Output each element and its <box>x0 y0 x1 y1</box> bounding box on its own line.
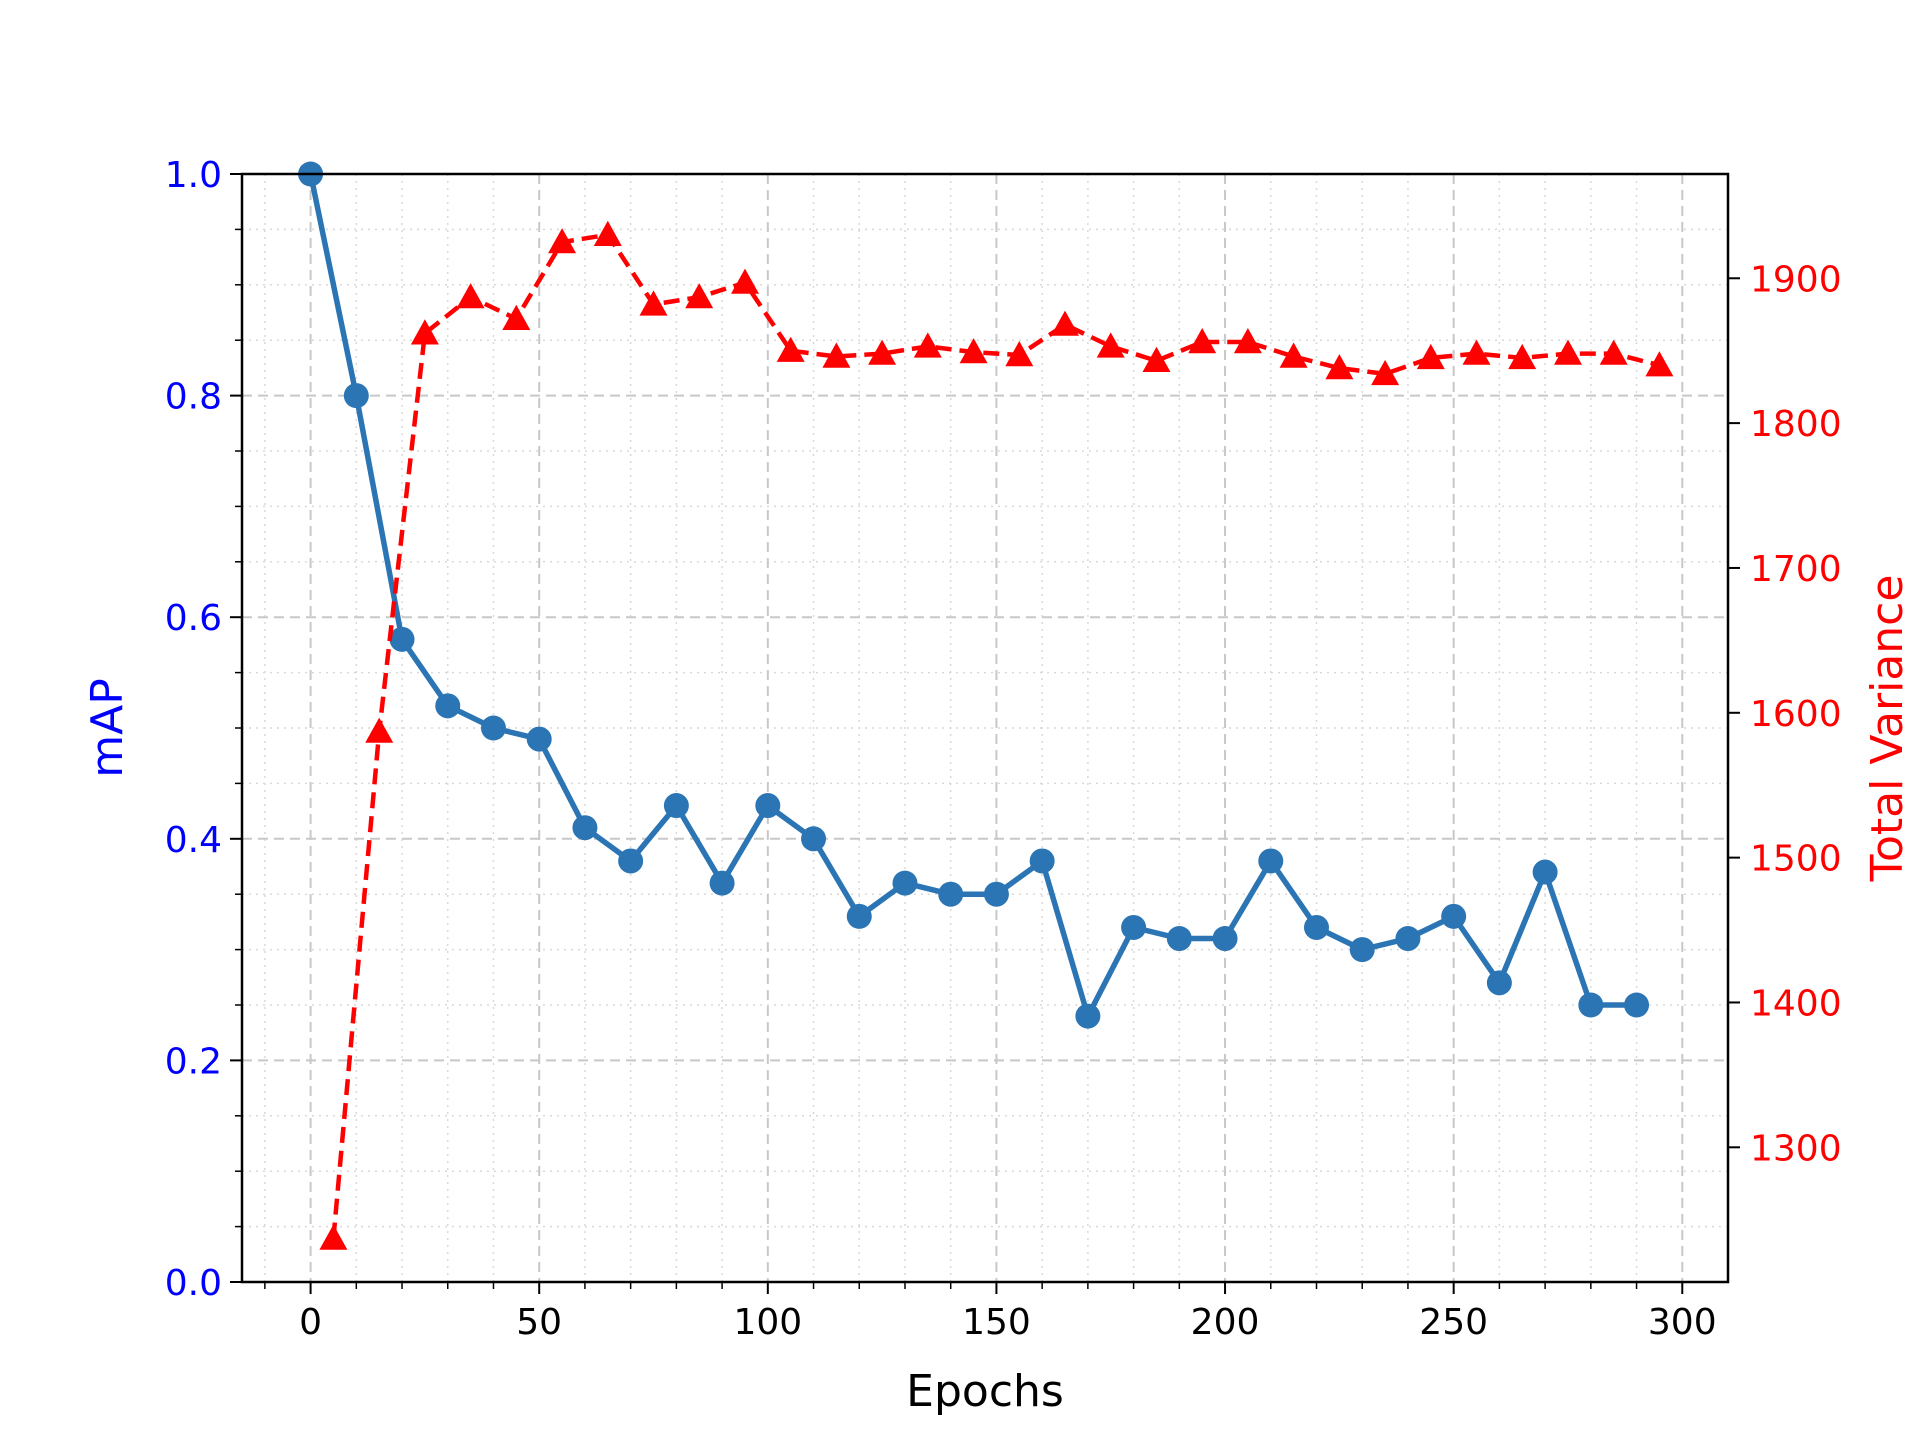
map-point <box>938 881 964 907</box>
variance-point <box>1279 342 1308 368</box>
y-right-tick-label: 1700 <box>1750 549 1842 590</box>
map-point <box>343 383 369 409</box>
y-left-tick-label: 1.0 <box>165 155 222 196</box>
map-point <box>572 815 598 841</box>
y-right-tick-label: 1400 <box>1750 983 1842 1024</box>
x-tick-label: 250 <box>1419 1302 1488 1343</box>
variance-point <box>959 338 988 364</box>
map-point <box>1212 926 1238 952</box>
y-right-tick-label: 1300 <box>1750 1128 1842 1169</box>
y-left-axis-title: mAP <box>82 678 133 778</box>
map-point <box>1029 848 1055 874</box>
map-point <box>526 726 552 752</box>
variance-point <box>868 339 897 365</box>
y-right-tick-label: 1600 <box>1750 694 1842 735</box>
map-point <box>618 848 644 874</box>
map-point <box>1532 859 1558 885</box>
map-point <box>1121 914 1147 940</box>
map-point <box>435 693 461 719</box>
map-point <box>480 715 506 741</box>
x-tick-label: 300 <box>1648 1302 1717 1343</box>
variance-point <box>1005 341 1034 367</box>
x-axis-title: Epochs <box>906 1366 1064 1417</box>
variance-point <box>1188 328 1217 354</box>
map-point <box>1578 992 1604 1018</box>
variance-point <box>410 319 439 345</box>
map-point <box>1624 992 1650 1018</box>
y-right-tick-label: 1500 <box>1750 839 1842 880</box>
variance-point <box>913 332 942 358</box>
variance-point <box>639 290 668 316</box>
variance-point <box>1554 339 1582 365</box>
map-point <box>1303 914 1329 940</box>
series-layer <box>298 161 1674 1250</box>
y-left-tick-label: 0.8 <box>165 377 222 418</box>
x-tick-label: 200 <box>1191 1302 1260 1343</box>
variance-point <box>548 228 577 254</box>
variance-point <box>456 283 485 309</box>
variance-point <box>1371 359 1400 386</box>
x-tick-label: 100 <box>733 1302 802 1343</box>
axes: 0 50 100 150 200 250 300 0.0 0.2 0.4 0.6 0.8 1.0 1300… <box>165 155 1842 1343</box>
variance-point <box>1096 332 1125 358</box>
variance-point <box>1325 354 1354 380</box>
map-point <box>709 870 735 896</box>
x-tick-label: 50 <box>516 1302 562 1343</box>
y-left-tick-label: 0.0 <box>165 1263 222 1304</box>
y-right-axis-title: Total Variance <box>1862 575 1913 883</box>
variance-point <box>319 1224 348 1250</box>
map-point <box>389 626 415 652</box>
variance-point <box>822 342 851 368</box>
map-point <box>801 826 827 852</box>
variance-point <box>1462 339 1491 365</box>
variance-point <box>1645 351 1674 377</box>
variance-point <box>593 220 622 246</box>
variance-point <box>731 268 759 294</box>
map-point <box>1349 937 1375 963</box>
variance-point <box>502 304 531 330</box>
variance-point <box>1051 310 1079 336</box>
map-point <box>1258 848 1284 874</box>
y-left-tick-label: 0.6 <box>165 598 222 639</box>
map-point <box>846 903 872 929</box>
map-point <box>1395 926 1421 952</box>
y-right-tick-label: 1900 <box>1750 259 1842 300</box>
y-right-tick-label: 1800 <box>1750 404 1842 445</box>
variance-point <box>365 717 394 743</box>
map-point <box>892 870 918 896</box>
variance-point <box>776 336 805 362</box>
x-tick-label: 0 <box>299 1302 322 1343</box>
map-point <box>1441 903 1467 929</box>
variance-point <box>1508 343 1537 370</box>
map-point <box>1075 1003 1101 1029</box>
map-point <box>755 793 781 819</box>
variance-series-line <box>331 232 1660 1239</box>
variance-point <box>1142 346 1171 372</box>
x-tick-label: 150 <box>962 1302 1031 1343</box>
map-point <box>1166 926 1192 952</box>
variance-point <box>1599 339 1628 365</box>
map-point <box>663 793 689 819</box>
map-point <box>983 881 1009 907</box>
variance-point <box>1416 343 1445 370</box>
y-left-tick-label: 0.2 <box>165 1041 222 1082</box>
map-point <box>1486 970 1512 996</box>
y-left-tick-label: 0.4 <box>165 820 222 861</box>
variance-point <box>685 283 714 309</box>
variance-point <box>1233 328 1262 354</box>
